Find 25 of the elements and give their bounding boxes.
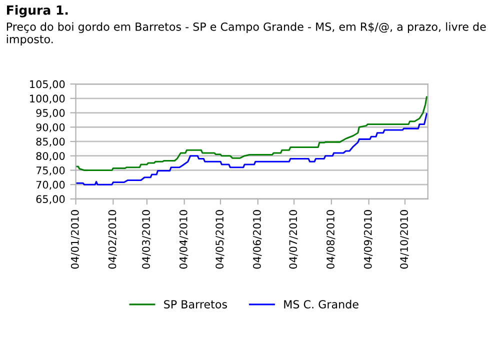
- y-tick-label: 100,00: [30, 94, 65, 104]
- x-tick-label: 04/08/2010: [326, 210, 336, 269]
- chart-title: Figura 1.: [7, 5, 68, 18]
- y-tick-label: 105,00: [30, 80, 65, 90]
- x-tick-label: 04/10/2010: [400, 210, 409, 269]
- line-series: [76, 113, 428, 186]
- x-tick-label: 04/02/2010: [108, 210, 118, 269]
- legend-label: SP Barretos: [164, 300, 227, 308]
- x-tick-label: 04/07/2010: [289, 210, 298, 269]
- line-series: [76, 96, 428, 171]
- y-tick-label: 85,00: [36, 138, 65, 147]
- y-tick-label: 65,00: [36, 195, 65, 204]
- x-tick-label: 04/06/2010: [253, 210, 262, 269]
- x-tick-label: 04/05/2010: [216, 210, 224, 269]
- x-tick-label: 04/04/2010: [179, 210, 188, 269]
- y-tick-label: 90,00: [36, 123, 65, 132]
- y-tick-label: 95,00: [36, 108, 65, 118]
- y-tick-label: 80,00: [36, 152, 65, 162]
- x-tick-label: 04/09/2010: [364, 210, 373, 269]
- legend-label: MS C. Grande: [284, 300, 358, 308]
- x-tick-label: 04/01/2010: [70, 210, 80, 269]
- chart-subtitle: Preço do boi gordo em Barretos - SP e Campo Grande - MS, em R$/@, a prazo, livre de imposto.: [6, 22, 486, 46]
- x-tick-label: 04/03/2010: [142, 210, 151, 269]
- y-tick-label: 70,00: [36, 180, 65, 190]
- y-tick-label: 75,00: [36, 166, 65, 176]
